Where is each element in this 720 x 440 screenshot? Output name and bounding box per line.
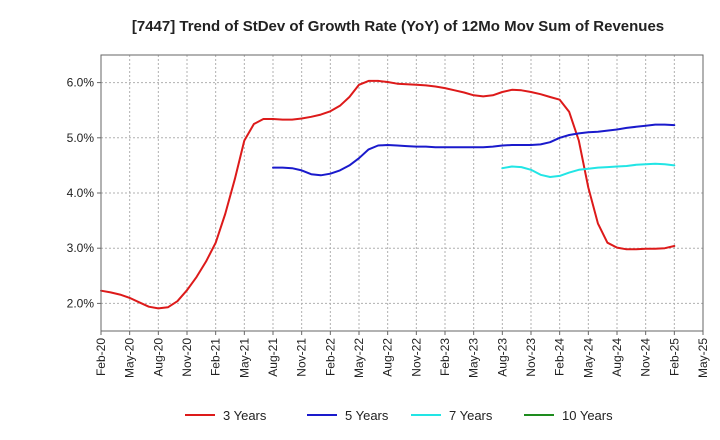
x-tick-label: May-21 <box>237 338 251 378</box>
x-tick-label: Nov-22 <box>409 338 423 377</box>
x-tick-label: May-20 <box>123 338 137 378</box>
y-tick-label: 3.0% <box>67 241 95 255</box>
x-tick-label: May-22 <box>352 338 366 378</box>
legend-label-10-years: 10 Years <box>562 408 613 423</box>
legend-label-5-years: 5 Years <box>345 408 389 423</box>
y-tick-label: 5.0% <box>67 131 95 145</box>
x-tick-label: Feb-24 <box>553 338 567 376</box>
y-tick-label: 6.0% <box>67 76 95 90</box>
y-axis: 2.0% 3.0% 4.0% 5.0% 6.0% <box>67 76 101 310</box>
x-tick-label: Nov-24 <box>639 338 653 377</box>
x-tick-label: Nov-20 <box>180 338 194 377</box>
x-tick-label: Feb-23 <box>438 338 452 376</box>
series-line-3-years <box>100 79 676 310</box>
y-tick-label: 2.0% <box>67 296 95 310</box>
legend-label-7-years: 7 Years <box>449 408 493 423</box>
x-tick-label: Aug-24 <box>610 338 624 377</box>
x-tick-label: May-25 <box>696 338 710 378</box>
x-axis: Feb-20 May-20 Aug-20 Nov-20 Feb-21 May-21 Aug-… <box>94 331 710 378</box>
grid-lines <box>100 55 704 331</box>
x-tick-label: Feb-22 <box>323 338 337 376</box>
legend: 3 Years 5 Years 7 Years 10 Years <box>185 408 613 423</box>
x-tick-label: May-24 <box>581 338 595 378</box>
series-line-5-years <box>272 123 676 177</box>
chart-title: [7447] Trend of StDev of Growth Rate (Yo… <box>132 18 664 35</box>
series-lines <box>100 79 676 310</box>
x-tick-label: Aug-23 <box>495 338 509 377</box>
x-tick-label: Aug-21 <box>266 338 280 377</box>
series-line-7-years <box>501 162 676 178</box>
x-tick-label: Aug-22 <box>381 338 395 377</box>
x-tick-label: Feb-25 <box>667 338 681 376</box>
x-tick-label: Aug-20 <box>151 338 165 377</box>
x-tick-label: Feb-21 <box>209 338 223 376</box>
y-tick-label: 4.0% <box>67 186 95 200</box>
x-tick-label: Nov-21 <box>295 338 309 377</box>
legend-label-3-years: 3 Years <box>223 408 267 423</box>
x-tick-label: Feb-20 <box>94 338 108 376</box>
x-tick-label: May-23 <box>467 338 481 378</box>
x-tick-label: Nov-23 <box>524 338 538 377</box>
